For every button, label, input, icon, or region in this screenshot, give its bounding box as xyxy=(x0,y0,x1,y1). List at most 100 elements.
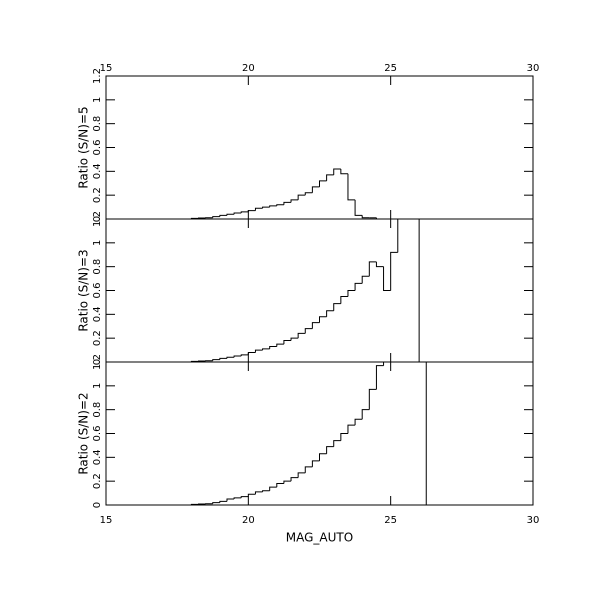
y-tick-label: 1 xyxy=(92,97,103,103)
histogram-bin xyxy=(240,354,249,357)
y-tick-label: 0.8 xyxy=(92,116,103,132)
histogram-bin xyxy=(368,261,377,277)
histogram-bin xyxy=(390,251,398,291)
histogram-bin xyxy=(354,418,363,426)
y-tick-label: 0.4 xyxy=(92,449,103,465)
histogram-bin xyxy=(340,295,348,304)
histogram-bin xyxy=(254,207,263,211)
histogram-bin xyxy=(233,212,242,215)
histogram-bin xyxy=(290,337,299,341)
histogram-bin xyxy=(247,351,256,355)
histogram-bin xyxy=(290,477,299,482)
histogram-bin xyxy=(368,388,377,410)
histogram-bin xyxy=(326,446,334,454)
histogram-bin xyxy=(219,500,227,503)
histogram-bin xyxy=(361,215,370,219)
y-tick-label: 0.2 xyxy=(92,473,103,489)
histogram-bin xyxy=(311,322,320,329)
histogram-bin xyxy=(347,424,356,434)
histogram-bin xyxy=(354,282,363,291)
histogram-bin xyxy=(347,173,356,201)
histogram-bin xyxy=(326,310,334,317)
histogram-bin xyxy=(361,275,370,284)
histogram-bin xyxy=(375,365,384,390)
histogram-bin xyxy=(304,328,313,334)
histogram-bin xyxy=(254,349,263,353)
y-tick-label: 0.6 xyxy=(92,283,103,299)
histogram-bin xyxy=(219,357,227,360)
histogram-bin xyxy=(361,409,370,420)
x-tick-label: 30 xyxy=(527,63,540,74)
histogram-bin xyxy=(190,503,199,505)
histogram-bin xyxy=(226,498,235,502)
y-tick-label: 0.2 xyxy=(92,330,103,346)
histogram-bin xyxy=(233,355,242,358)
histogram-bin xyxy=(269,205,277,208)
histogram-bin xyxy=(319,180,327,187)
histogram-bin xyxy=(340,433,348,441)
histogram-bin xyxy=(212,359,220,361)
histogram-bin xyxy=(304,192,313,196)
panel-frame xyxy=(105,75,534,220)
histogram-bin xyxy=(304,466,313,473)
y-tick-label: 0.6 xyxy=(92,140,103,156)
histogram-bin xyxy=(219,214,227,217)
x-tick-label: 25 xyxy=(384,515,397,526)
histogram-bin xyxy=(319,453,327,461)
y-axis-label: Ratio (S/N)=2 xyxy=(77,392,91,474)
histogram-bin xyxy=(233,497,242,500)
histogram-bin xyxy=(383,362,385,366)
histogram-bin xyxy=(226,356,235,359)
histogram-bin xyxy=(262,206,270,209)
histogram-bin xyxy=(283,201,292,205)
histogram-bin xyxy=(262,348,270,351)
histogram-bin xyxy=(240,211,249,214)
histogram-bin xyxy=(269,486,277,491)
y-tick-label: 0.4 xyxy=(92,306,103,322)
x-tick-label: 20 xyxy=(242,63,255,74)
y-tick-label: 0.8 xyxy=(92,402,103,418)
histogram-bin xyxy=(333,303,341,311)
panel-frame xyxy=(105,361,534,506)
y-tick-label: 0 xyxy=(92,216,103,222)
histogram-bin xyxy=(247,210,256,212)
histogram-bin xyxy=(226,213,235,216)
y-tick-label: 0.4 xyxy=(92,163,103,179)
histogram-bin xyxy=(418,219,427,362)
histogram-bin xyxy=(254,491,263,495)
histogram-bin xyxy=(276,204,284,206)
histogram-bin xyxy=(397,219,399,253)
histogram xyxy=(190,219,434,362)
histogram-bin xyxy=(311,186,320,193)
y-axis-label: Ratio (S/N)=3 xyxy=(77,249,91,331)
histogram-bin xyxy=(212,502,220,504)
histogram-bin xyxy=(269,346,277,349)
histogram-bin xyxy=(297,472,306,478)
histogram-bin xyxy=(247,493,256,497)
histogram-bin xyxy=(333,440,341,447)
histogram-bin xyxy=(212,216,220,218)
y-tick-label: 1.2 xyxy=(92,211,103,227)
x-tick-label: 15 xyxy=(100,515,113,526)
histogram-bin xyxy=(240,496,249,498)
y-tick-label: 1 xyxy=(92,383,103,389)
y-tick-label: 1.2 xyxy=(92,68,103,84)
x-tick-label: 30 xyxy=(527,515,540,526)
x-tick-label: 20 xyxy=(242,515,255,526)
histogram-bin xyxy=(297,194,306,200)
histogram-bin xyxy=(347,290,356,297)
histogram-bin xyxy=(340,168,348,175)
y-tick-label: 0 xyxy=(92,359,103,365)
y-tick-label: 1 xyxy=(92,240,103,246)
histogram-bin xyxy=(276,343,284,347)
histogram-bin xyxy=(290,199,299,203)
histogram-bin xyxy=(276,483,284,488)
histogram-bin xyxy=(283,340,292,345)
x-tick-label: 15 xyxy=(100,63,113,74)
histogram-bin xyxy=(297,332,306,339)
histogram-bin xyxy=(425,362,434,505)
y-axis-label: Ratio (S/N)=5 xyxy=(77,106,91,188)
x-axis-label: MAG_AUTO xyxy=(286,531,353,545)
y-tick-label: 0.8 xyxy=(92,259,103,275)
